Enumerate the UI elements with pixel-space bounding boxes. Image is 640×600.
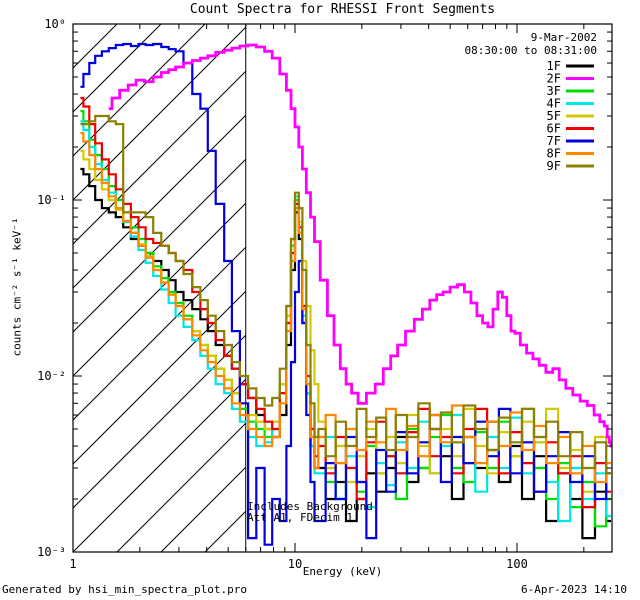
- legend-label-6F: 6F: [547, 122, 561, 136]
- axis-ticks: [72, 23, 612, 553]
- legend-label-1F: 1F: [547, 59, 561, 73]
- annotation-background: Includes Background: [247, 500, 373, 513]
- series-curve-8F: [80, 132, 611, 484]
- y-tick-label: 10⁻³: [37, 545, 66, 559]
- annotation-attenuator: Att A1, FDecim 1: [247, 511, 353, 524]
- x-tick-label: 1: [69, 557, 76, 571]
- y-tick-label: 10⁰: [44, 17, 66, 31]
- legend: [566, 64, 594, 168]
- series-curve-9F: [80, 114, 611, 475]
- legend-label-5F: 5F: [547, 109, 561, 123]
- x-tick-label: 10: [288, 557, 302, 571]
- page-title: Count Spectra for RHESSI Front Segments: [189, 2, 496, 17]
- y-axis-label: counts cm⁻² s⁻¹ keV⁻¹: [10, 217, 24, 357]
- hatched-region: [73, 24, 247, 552]
- footer-timestamp: 6-Apr-2023 14:10: [521, 583, 627, 596]
- series-curve-7F: [80, 42, 611, 546]
- legend-label-3F: 3F: [547, 84, 561, 98]
- footer-generator: Generated by hsi_min_spectra_plot.pro: [2, 583, 248, 596]
- legend-label-8F: 8F: [547, 147, 561, 161]
- series-curve-2F: [108, 43, 612, 448]
- x-tick-label: 100: [506, 557, 528, 571]
- legend-label-9F: 9F: [547, 159, 561, 173]
- legend-label-7F: 7F: [547, 134, 561, 148]
- y-tick-label: 10⁻¹: [37, 193, 66, 207]
- observation-interval: 08:30:00 to 08:31:00: [464, 44, 597, 57]
- spectra-curves: [80, 42, 612, 546]
- legend-label-2F: 2F: [547, 72, 561, 86]
- series-curve-5F: [80, 149, 611, 493]
- x-axis-label: Energy (keV): [302, 565, 383, 578]
- legend-label-4F: 4F: [547, 97, 561, 111]
- axes-box: [72, 23, 613, 553]
- observation-date: 9-Mar-2002: [530, 31, 597, 44]
- y-tick-label: 10⁻²: [37, 369, 66, 383]
